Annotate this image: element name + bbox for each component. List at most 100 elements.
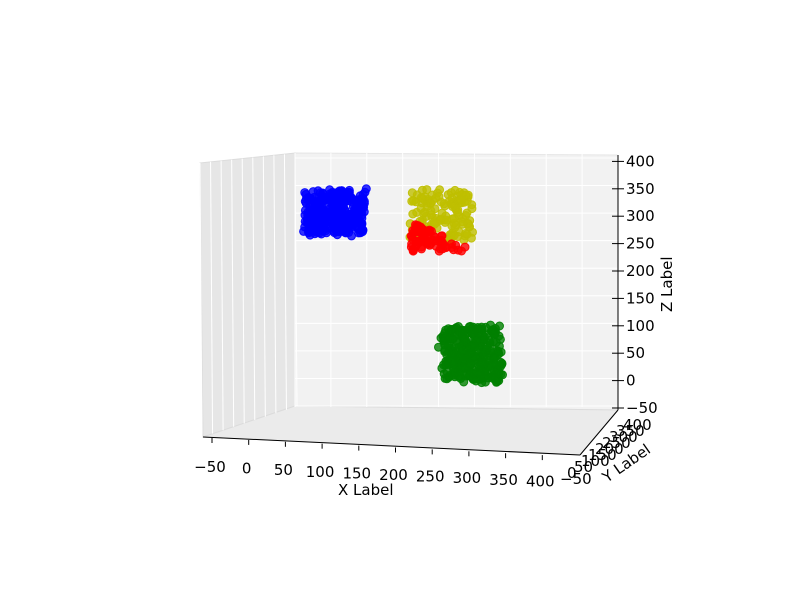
scatter-point (355, 219, 365, 229)
x-tick-label: 150 (342, 464, 371, 482)
z-tick-label: −50 (626, 399, 658, 417)
scatter-point (457, 246, 466, 256)
scatter-point (447, 243, 457, 252)
scatter-point (434, 192, 444, 201)
z-tick-label: 150 (626, 289, 655, 307)
scatter-point (440, 345, 450, 355)
z-tick-label: 300 (626, 207, 655, 225)
scatter-point (426, 199, 436, 208)
scatter-point (459, 377, 469, 387)
scatter-point (422, 185, 432, 195)
x-axis-line (202, 436, 581, 456)
x-tick-label: −50 (194, 458, 226, 476)
scatter-point (355, 228, 365, 238)
scatter-point (330, 222, 340, 232)
scatter-point (479, 335, 489, 345)
z-tick-label: 350 (626, 180, 655, 198)
y-tick-label: 300 (609, 428, 638, 446)
scatter-point (305, 200, 315, 210)
scatter-point (437, 237, 447, 247)
scatter-point (355, 191, 365, 201)
scatter-point (475, 367, 485, 377)
y-tick-label: −50 (560, 470, 592, 488)
grid-line (283, 154, 287, 410)
z-tick-label: 100 (626, 317, 655, 335)
grid-line (199, 162, 203, 438)
scatter-point (449, 230, 459, 240)
scatter-point (329, 203, 339, 213)
scatter-point (435, 215, 445, 225)
y-tick-label: 200 (595, 440, 624, 458)
x-tick-label: 300 (453, 469, 482, 487)
scatter-point (336, 186, 346, 196)
scatter-point (339, 225, 349, 235)
x-tick-label: 50 (274, 461, 293, 479)
grid-line (210, 161, 214, 434)
scatter-point (447, 350, 457, 360)
axis-panes (199, 152, 620, 456)
scatter-point (476, 357, 486, 367)
scatter-point (458, 219, 468, 229)
axes-lines (202, 155, 619, 456)
scatter-point (473, 324, 482, 334)
grid-line (294, 153, 298, 407)
scatter-point (496, 361, 506, 371)
y-tick-label: 0 (567, 464, 577, 482)
y-axis-line (579, 409, 619, 456)
scatter-point (341, 193, 350, 203)
scatter-point (450, 185, 460, 195)
left-pane (199, 152, 296, 438)
z-tick-label: 200 (626, 262, 655, 280)
z-tick-label: 0 (626, 372, 636, 390)
scatter-point (318, 189, 328, 198)
z-tick-label: 400 (626, 152, 655, 170)
scatter-point (333, 215, 343, 225)
scatter-point (490, 353, 500, 362)
scatter-point (422, 226, 432, 236)
scatter-point (487, 361, 497, 371)
z-axis-label: Z Label (658, 256, 676, 312)
scatter-point (462, 229, 472, 239)
scatter-point (444, 372, 454, 382)
x-tick-labels: −50 0 50 100 150 200 250 300 350 400 (194, 438, 555, 490)
scatter-point (466, 359, 476, 369)
x-tick-label: 400 (526, 472, 555, 490)
scatter-point (489, 325, 499, 335)
grid-line (262, 156, 266, 417)
scatter-point (409, 196, 418, 206)
scatter-point (438, 244, 448, 254)
grid-line (220, 160, 224, 431)
scatter-point (491, 368, 501, 378)
scatter-point (305, 225, 315, 235)
scatter-point (448, 334, 457, 344)
grid-line (231, 159, 235, 427)
grid-line (273, 155, 277, 414)
y-tick-label: 350 (616, 422, 645, 440)
x-tick-label: 250 (416, 468, 445, 486)
scatter-point (449, 358, 459, 368)
y-tick-label: 400 (623, 416, 652, 434)
scatter-point (458, 362, 468, 372)
scatter-point (317, 212, 327, 222)
scatter-point (411, 241, 421, 251)
scatter-point (408, 209, 418, 219)
x-tick-label: 350 (489, 471, 518, 489)
y-tick-label: 150 (588, 446, 617, 464)
z-tick-labels: −50 0 50 100 150 200 250 300 350 400 (612, 152, 658, 417)
z-tick-label: 250 (626, 235, 655, 253)
scatter-point (456, 195, 466, 205)
scatter-points (299, 184, 507, 388)
grid-line (241, 158, 245, 424)
scatter-point (311, 217, 321, 227)
scatter-point (470, 342, 480, 352)
x-tick-label: 200 (379, 466, 408, 484)
scatter-point (348, 212, 358, 222)
grid-line (252, 157, 256, 421)
scatter-point (426, 239, 436, 249)
y-tick-label: 50 (574, 458, 593, 476)
y-tick-label: 250 (602, 434, 631, 452)
x-tick-label: 0 (242, 460, 252, 478)
